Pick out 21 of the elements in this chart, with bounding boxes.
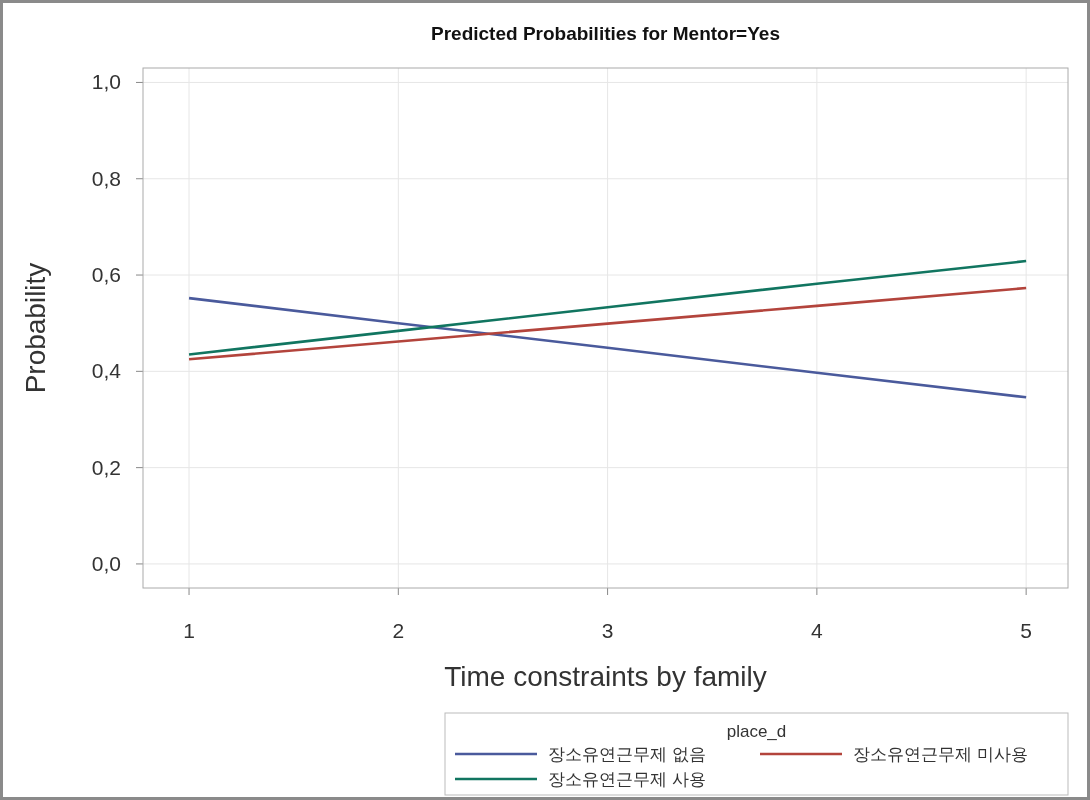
legend-label: 장소유연근무제 없음 <box>548 745 706 764</box>
x-tick-label: 5 <box>1020 619 1032 642</box>
y-tick-label: 0,2 <box>91 455 121 479</box>
y-tick-label: 0,4 <box>91 359 122 383</box>
y-tick-label: 0,8 <box>91 166 121 190</box>
x-axis-title: Time constraints by family <box>444 661 767 692</box>
x-tick-label: 4 <box>811 619 824 642</box>
line-series <box>187 286 1028 361</box>
y-tick-label: 0,6 <box>91 263 121 287</box>
legend-label: 장소유연근무제 사용 <box>548 770 706 789</box>
line-series <box>187 296 1028 399</box>
y-tick-label: 1,0 <box>91 70 121 94</box>
y-tick-label: 0,0 <box>91 551 121 575</box>
chart-title: Predicted Probabilities for Mentor=Yes <box>431 23 780 44</box>
line-series <box>187 259 1028 356</box>
legend-title: place_d <box>726 722 787 741</box>
x-tick-label: 3 <box>601 619 614 642</box>
x-tick-label: 2 <box>392 619 405 642</box>
legend-label: 장소유연근무제 미사용 <box>853 745 1028 764</box>
y-axis-title: Probability <box>20 262 51 394</box>
x-tick-label: 1 <box>183 619 195 642</box>
